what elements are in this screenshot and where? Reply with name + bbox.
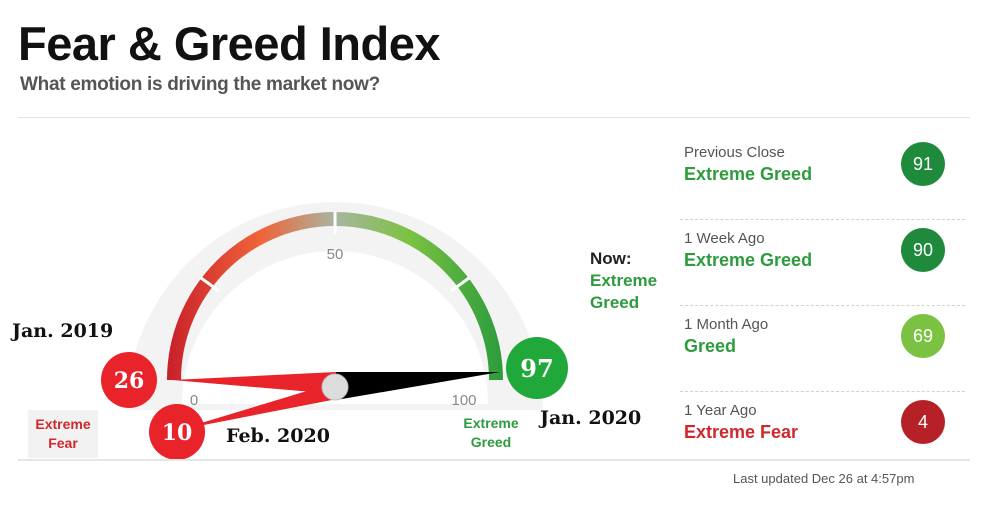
last-updated: Last updated Dec 26 at 4:57pm [733, 471, 915, 486]
history-period: 1 Week Ago [684, 230, 765, 247]
annotation-feb-2020: Feb. 2020 [226, 425, 330, 447]
gauge-inner-face [182, 251, 488, 404]
needle-jan-2019 [172, 372, 336, 394]
gauge-tick [450, 276, 470, 293]
needle-jan-2020 [336, 372, 500, 400]
history-label: Extreme Greed [684, 250, 813, 270]
history-row-previous-close: Previous Close Extreme Greed 91 [680, 134, 965, 220]
marker-value-jan-2019: 26 [114, 368, 145, 394]
page-title: Fear & Greed Index [18, 17, 441, 70]
gauge-tick-label-50: 50 [327, 246, 344, 263]
now-status: Now: Extreme Greed [590, 248, 680, 314]
needle-feb-2020 [178, 384, 342, 430]
page-subtitle: What emotion is driving the market now? [20, 74, 380, 95]
history-label: Greed [684, 336, 737, 356]
now-value: Extreme Greed [590, 271, 658, 312]
marker-badge-feb-2020 [149, 404, 205, 460]
history-period: 1 Year Ago [684, 402, 757, 419]
marker-value-jan-2020: 97 [520, 354, 553, 383]
history-row-1-week-ago: 1 Week Ago Extreme Greed 90 [680, 220, 965, 306]
now-label: Now: [590, 249, 632, 268]
history-period: 1 Month Ago [684, 316, 769, 333]
extreme-fear-box: Extreme Fear [28, 410, 98, 458]
header-divider [18, 117, 970, 118]
gauge-tick [200, 276, 220, 293]
gauge-tick-label-100: 100 [451, 392, 476, 409]
needle-hub [321, 373, 349, 401]
marker-value-feb-2020: 10 [162, 420, 193, 446]
history-label: Extreme Fear [684, 422, 799, 442]
marker-badge-jan-2020 [506, 337, 568, 399]
gauge-tick-label-0: 0 [190, 392, 198, 409]
history-value-badge: 69 [901, 314, 945, 358]
extreme-greed-label: Extreme Greed [463, 415, 519, 450]
history-row-1-year-ago: 1 Year Ago Extreme Fear 4 [680, 392, 965, 477]
marker-badge-jan-2019 [101, 352, 157, 408]
history-label: Extreme Greed [684, 164, 813, 184]
history-value-badge: 90 [901, 228, 945, 272]
history-value-badge: 4 [901, 400, 945, 444]
history-value-badge: 91 [901, 142, 945, 186]
annotation-jan-2020: Jan. 2020 [540, 407, 642, 429]
history-row-1-month-ago: 1 Month Ago Greed 69 [680, 306, 965, 392]
extreme-fear-label: Extreme Fear [35, 416, 91, 451]
footer-divider [18, 459, 970, 461]
history-list: Previous Close Extreme Greed 91 1 Week A… [680, 134, 965, 477]
annotation-jan-2019: Jan. 2019 [12, 320, 114, 342]
history-period: Previous Close [684, 144, 785, 161]
